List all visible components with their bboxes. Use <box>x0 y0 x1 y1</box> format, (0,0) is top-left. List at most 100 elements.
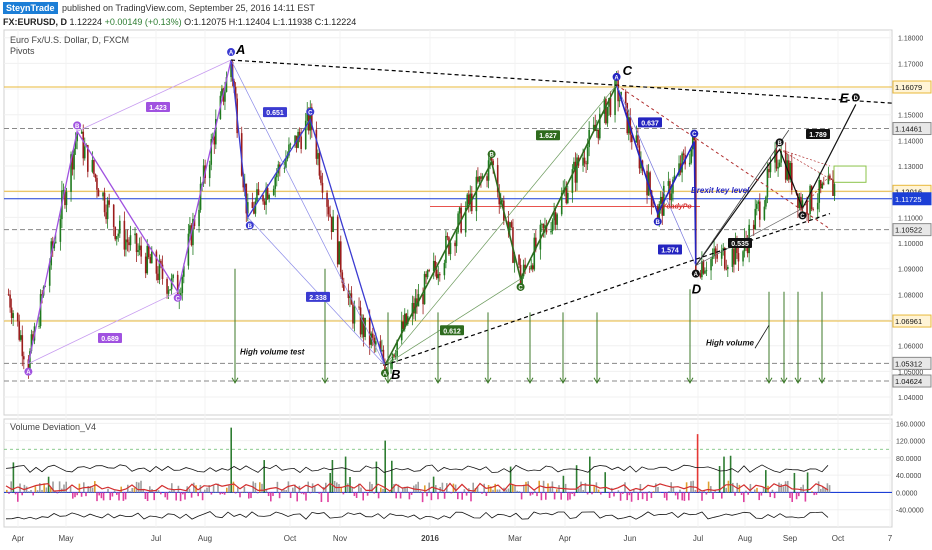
candle-body <box>70 154 72 192</box>
volume-bar <box>617 490 620 493</box>
volume-bar <box>406 486 408 493</box>
candle-body <box>74 141 77 149</box>
candle-body <box>262 195 264 202</box>
volume-bar <box>91 487 94 493</box>
volume-axis[interactable]: 160.0000 120.0000 80.0000 40.0000 0.0000 -40.… <box>896 421 925 514</box>
candle-body <box>592 124 595 130</box>
candle-body <box>693 135 696 141</box>
volume-bar <box>754 489 756 493</box>
candle-body <box>737 253 740 262</box>
candle-body <box>416 298 418 307</box>
volume-bar <box>386 491 389 493</box>
volume-bar <box>584 482 587 493</box>
candle-body <box>157 273 159 281</box>
volume-bar <box>69 486 72 493</box>
candle-body <box>138 245 141 251</box>
price-level-label: 1.04624 <box>895 377 922 386</box>
fib-ratio-tag <box>263 107 287 118</box>
candle-body <box>12 313 14 319</box>
volume-bar <box>292 487 294 493</box>
main-pane[interactable] <box>3 29 893 416</box>
candle-body <box>149 257 152 264</box>
volume-bar <box>525 481 527 493</box>
time-tick: Aug <box>738 534 752 543</box>
volume-bar <box>509 466 512 493</box>
price-tick: 1.05000 <box>898 369 923 376</box>
volume-bar <box>619 492 622 501</box>
time-axis[interactable]: Apr May Jul Aug Oct Nov 2016 Mar Apr Jun Jul Aug Sep… <box>12 534 893 543</box>
candle-body <box>603 98 606 114</box>
candle-body <box>364 317 366 338</box>
marker-c2 <box>306 107 315 116</box>
volume-bar <box>127 484 129 493</box>
volume-bar <box>712 492 714 500</box>
volume-bar <box>591 492 593 495</box>
blue-wave-2 <box>615 84 697 266</box>
candle-body <box>791 162 793 191</box>
upper-trendline <box>231 59 893 104</box>
candle-body <box>183 265 185 277</box>
volume-bar <box>388 491 391 493</box>
candle-body <box>16 313 19 322</box>
volume-bar <box>780 483 782 493</box>
volume-bar <box>683 492 686 501</box>
candle-body <box>609 98 612 116</box>
volume-bar <box>430 492 433 501</box>
volume-bar <box>391 460 393 493</box>
volume-bar <box>424 485 426 493</box>
fib-ratio-tag <box>98 333 122 343</box>
volume-bar <box>364 491 367 493</box>
candle-body <box>285 159 287 168</box>
marker-a3 <box>380 369 389 378</box>
volume-bar <box>820 488 822 493</box>
volume-bar <box>188 488 191 493</box>
candle-body <box>489 157 491 161</box>
volume-bar <box>43 483 45 493</box>
volume-bar <box>769 492 771 498</box>
volume-bar <box>230 427 232 493</box>
volume-bar <box>366 492 369 496</box>
volume-bar <box>483 483 485 493</box>
candle-body <box>294 135 296 144</box>
volume-bar <box>688 492 690 501</box>
author-badge[interactable]: SteynTrade <box>3 2 58 14</box>
candle-body <box>801 200 804 209</box>
marker-a5-text: A <box>694 272 699 278</box>
price-axis[interactable]: 1.180001.170001.160001.150001.140001.130… <box>892 36 932 402</box>
candle-body <box>332 216 334 233</box>
candle-body <box>307 110 310 131</box>
volume-pane[interactable] <box>3 418 893 528</box>
volume-bar <box>217 483 219 493</box>
low-value: L:1.11938 <box>272 17 313 27</box>
volume-bar <box>738 484 741 493</box>
candle-body <box>265 187 267 205</box>
fib-ratio-tag <box>440 325 464 336</box>
volume-bar <box>476 486 479 493</box>
price-level-label: 1.14461 <box>895 125 922 134</box>
volume-bar <box>571 492 573 494</box>
volume-arrowhead <box>384 377 392 384</box>
marker-c4-text: C <box>692 132 697 138</box>
candle-body <box>370 333 373 345</box>
candle-body <box>524 264 526 269</box>
chart-header: SteynTrade published on TradingView.com,… <box>0 0 932 30</box>
candle-body <box>777 166 779 169</box>
candle-body <box>481 176 484 179</box>
volume-bar <box>479 491 481 493</box>
volume-bar <box>272 492 274 497</box>
fib-ratio-text: 1.789 <box>809 132 827 139</box>
candle-body <box>765 196 767 207</box>
candle-body <box>123 220 126 250</box>
volume-bar <box>281 489 283 493</box>
candle-body <box>434 260 437 270</box>
candle-body <box>454 242 456 247</box>
candle-body <box>39 294 42 327</box>
fib-ratio-text: 0.651 <box>266 110 284 117</box>
candle-body <box>108 200 110 205</box>
price-tick: 1.11000 <box>898 215 923 222</box>
candle-body <box>71 154 74 170</box>
volume-bar <box>776 491 778 493</box>
volume-bar <box>56 492 59 494</box>
symbol-name[interactable]: FX:EURUSD, D <box>3 17 68 27</box>
